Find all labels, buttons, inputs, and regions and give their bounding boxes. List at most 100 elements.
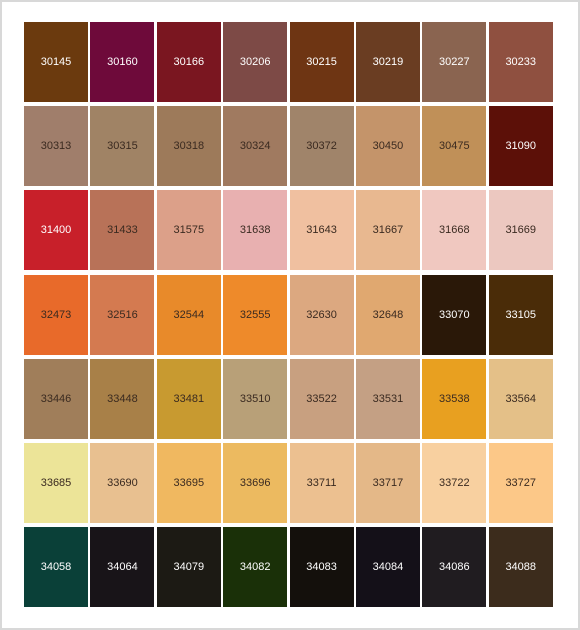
swatch-grid: 30145 30160 30166 30206 30215 30219 30227 30233… [24, 22, 553, 608]
swatch-code: 33448 [107, 392, 138, 405]
swatch: 33564 [488, 358, 553, 439]
swatch-code: 33696 [239, 476, 271, 489]
swatch: 30324 [223, 106, 288, 187]
swatch-code: 30160 [107, 56, 138, 68]
swatch: 32630 [289, 274, 354, 355]
swatch-code: 32544 [173, 308, 205, 321]
swatch-code: 33685 [40, 476, 72, 489]
swatch-code: 30313 [40, 140, 72, 153]
swatch-code: 33695 [173, 476, 205, 489]
swatch-code: 31643 [306, 224, 337, 237]
swatch: 31433 [90, 190, 155, 271]
swatch: 33531 [355, 358, 420, 439]
swatch-code: 30372 [306, 140, 337, 153]
swatch: 34088 [488, 527, 553, 608]
swatch-code: 30227 [439, 56, 470, 68]
swatch: 31090 [488, 106, 553, 187]
swatch-code: 31668 [439, 224, 470, 237]
swatch: 34064 [90, 527, 155, 608]
swatch-code: 30318 [173, 140, 205, 153]
swatch: 31667 [355, 190, 420, 271]
swatch-code: 32630 [306, 308, 337, 321]
swatch-code: 33690 [107, 476, 138, 489]
swatch-code: 32473 [40, 308, 72, 321]
swatch: 33448 [90, 358, 155, 439]
swatch: 33481 [156, 358, 221, 439]
swatch-code: 34064 [107, 561, 138, 574]
swatch-code: 33538 [439, 392, 470, 405]
swatch-code: 31669 [505, 224, 537, 237]
swatch-code: 34058 [40, 561, 72, 574]
swatch: 30318 [156, 106, 221, 187]
swatch: 31575 [156, 190, 221, 271]
swatch: 32555 [223, 274, 288, 355]
swatch: 30450 [355, 106, 420, 187]
swatch-code: 34083 [306, 561, 337, 574]
swatch-code: 31638 [239, 224, 271, 237]
swatch-code: 34082 [239, 561, 271, 574]
swatch: 30372 [289, 106, 354, 187]
swatch-code: 32555 [239, 308, 271, 321]
swatch-code: 30324 [239, 140, 271, 153]
swatch-code: 30145 [40, 56, 72, 68]
swatch: 32473 [24, 274, 88, 355]
swatch: 30233 [488, 22, 553, 102]
swatch: 33070 [422, 274, 487, 355]
swatch: 33717 [355, 442, 420, 523]
swatch: 31668 [422, 190, 487, 271]
swatch: 34086 [422, 527, 487, 608]
swatch: 34084 [355, 527, 420, 608]
swatch: 34083 [289, 527, 354, 608]
swatch: 33696 [223, 442, 288, 523]
swatch: 30227 [422, 22, 487, 102]
swatch: 30475 [422, 106, 487, 187]
swatch: 30160 [90, 22, 155, 102]
swatch: 34082 [223, 527, 288, 608]
swatch: 32544 [156, 274, 221, 355]
swatch-code: 31090 [505, 140, 537, 153]
swatch-code: 33070 [439, 308, 470, 321]
swatch: 33510 [223, 358, 288, 439]
swatch-code: 33531 [372, 392, 404, 405]
swatch-code: 33717 [372, 476, 404, 489]
swatch-code: 31667 [372, 224, 404, 237]
swatch-code: 33564 [505, 392, 537, 405]
swatch: 34058 [24, 527, 88, 608]
swatch-code: 33522 [306, 392, 337, 405]
swatch: 33446 [24, 358, 88, 439]
swatch-code: 30315 [107, 140, 138, 153]
swatch: 30145 [24, 22, 88, 102]
swatch-code: 34084 [372, 561, 404, 574]
swatch-code: 34088 [505, 561, 537, 574]
swatch-code: 30166 [173, 56, 205, 68]
swatch: 31638 [223, 190, 288, 271]
swatch: 33685 [24, 442, 88, 523]
swatch-code: 31575 [173, 224, 205, 237]
swatch-code: 33481 [173, 392, 205, 405]
swatch: 31400 [24, 190, 88, 271]
swatch-code: 33727 [505, 476, 537, 489]
swatch: 33522 [289, 358, 354, 439]
swatch-code: 33105 [505, 308, 537, 321]
swatch: 33538 [422, 358, 487, 439]
swatch-code: 33722 [439, 476, 470, 489]
swatch: 33690 [90, 442, 155, 523]
swatch-code: 34079 [173, 561, 205, 574]
swatch-code: 31433 [107, 224, 138, 237]
swatch: 33711 [289, 442, 354, 523]
swatch: 30206 [223, 22, 288, 102]
swatch: 31669 [488, 190, 553, 271]
swatch: 30313 [24, 106, 88, 187]
swatch: 30219 [355, 22, 420, 102]
swatch: 33727 [488, 442, 553, 523]
swatch-code: 31400 [40, 224, 72, 237]
swatch-code: 30219 [372, 56, 404, 68]
swatch-code: 30206 [239, 56, 271, 68]
swatch-code: 32516 [107, 308, 138, 321]
swatch: 32648 [355, 274, 420, 355]
swatch: 33105 [488, 274, 553, 355]
swatch-code: 33446 [40, 392, 72, 405]
swatch-code: 34086 [439, 561, 470, 574]
swatch: 33722 [422, 442, 487, 523]
